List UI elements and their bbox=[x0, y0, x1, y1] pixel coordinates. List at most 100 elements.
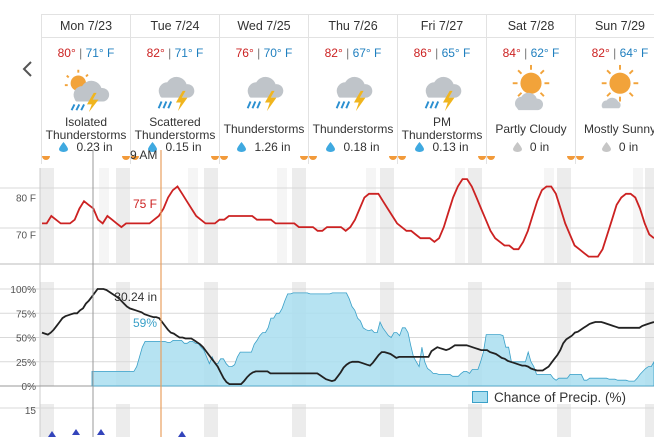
day-column[interactable]: Fri 7/27 86° | 65° F PM Thunderstorms 0.1… bbox=[397, 14, 486, 164]
precip-amount-value: 1.26 in bbox=[254, 140, 291, 154]
high-temp: 82° bbox=[146, 46, 165, 60]
condition-text: Partly Cloudy bbox=[487, 116, 575, 142]
condition-text: Thunderstorms bbox=[220, 116, 308, 142]
night-band-temp bbox=[292, 168, 306, 263]
night-band-temp bbox=[645, 168, 654, 263]
night-band-wind bbox=[116, 404, 130, 437]
sunrise-icon bbox=[211, 156, 219, 160]
precip-amount: 0 in bbox=[487, 140, 575, 154]
night-band-precip bbox=[557, 282, 571, 386]
night-band-precip bbox=[40, 282, 54, 386]
previous-days-button[interactable] bbox=[14, 56, 42, 82]
sunset-icon bbox=[131, 156, 139, 160]
sunset-icon bbox=[42, 156, 50, 160]
high-low-temps: 82° | 64° F bbox=[591, 46, 649, 60]
precip-amount-value: 0 in bbox=[529, 140, 550, 154]
high-low-temps: 86° | 65° F bbox=[413, 46, 471, 60]
low-temp: 67° F bbox=[352, 46, 382, 60]
night-band-temp bbox=[557, 168, 571, 263]
precip-y-tick: 0% bbox=[22, 382, 37, 393]
condition-text: PM Thunderstorms bbox=[398, 116, 486, 142]
precip-chart bbox=[41, 288, 654, 437]
night-band-wind bbox=[380, 404, 394, 437]
high-low-temps: 80° | 71° F bbox=[57, 46, 115, 60]
precip-legend-label: Chance of Precip. (%) bbox=[494, 390, 627, 405]
sunrise-icon bbox=[478, 156, 486, 160]
sunset-icon bbox=[576, 156, 584, 160]
sunset-icon bbox=[220, 156, 228, 160]
afternoon-band bbox=[99, 168, 109, 263]
condition-text: Scattered Thunderstorms bbox=[131, 116, 219, 142]
low-temp: 71° F bbox=[174, 46, 204, 60]
night-band-wind bbox=[557, 404, 571, 437]
day-column[interactable]: Thu 7/26 82° | 67° F Thunderstorms 0.18 … bbox=[308, 14, 397, 164]
day-name: Sun 7/29 bbox=[576, 14, 654, 38]
partly-cloudy-thunderstorm-icon bbox=[64, 69, 110, 113]
precip-legend[interactable]: Chance of Precip. (%) bbox=[472, 390, 626, 405]
temp-y-tick: 80 F bbox=[16, 194, 36, 205]
temperature-line bbox=[42, 178, 654, 258]
sunrise-icon bbox=[567, 156, 575, 160]
sunrise-icon bbox=[122, 156, 130, 160]
night-band-wind bbox=[40, 404, 54, 437]
night-band-precip bbox=[380, 282, 394, 386]
night-band-temp bbox=[116, 168, 130, 263]
low-temp: 65° F bbox=[441, 46, 471, 60]
temperature-chart bbox=[42, 178, 654, 258]
condition-line-1: Scattered bbox=[149, 115, 201, 129]
precip-amount-value: 0.13 in bbox=[432, 140, 469, 154]
low-temp: 64° F bbox=[619, 46, 649, 60]
day-name: Fri 7/27 bbox=[398, 14, 486, 38]
high-low-temps: 76° | 70° F bbox=[235, 46, 293, 60]
temp-y-tick: 70 F bbox=[16, 230, 36, 241]
condition-line-1: Partly Cloudy bbox=[495, 121, 567, 136]
day-column[interactable]: Sun 7/29 82° | 64° F Mostly Sunny 0 in bbox=[575, 14, 654, 164]
thunderstorm-icon bbox=[246, 76, 284, 112]
low-temp: 70° F bbox=[263, 46, 293, 60]
day-column[interactable]: Sat 7/28 84° | 62° F Partly Cloudy 0 in bbox=[486, 14, 575, 164]
precip-y-tick: 25% bbox=[16, 358, 36, 369]
high-temp: 82° bbox=[591, 46, 610, 60]
afternoon-band bbox=[633, 168, 643, 263]
raindrop-icon bbox=[415, 142, 425, 152]
day-name: Thu 7/26 bbox=[309, 14, 397, 38]
condition-line-1: Thunderstorms bbox=[312, 121, 394, 136]
condition-text: Mostly Sunny bbox=[576, 116, 654, 142]
condition-line-1: PM bbox=[432, 115, 451, 129]
condition-text: Isolated Thunderstorms bbox=[42, 116, 130, 142]
day-column[interactable]: Mon 7/23 80° | 71° F Isolated Thunderstor… bbox=[41, 14, 130, 164]
wind-y-tick: 15 bbox=[25, 406, 37, 417]
wind-marker bbox=[72, 429, 80, 435]
afternoon-band bbox=[366, 168, 376, 263]
partly-cloudy-icon bbox=[512, 64, 550, 111]
precip-amount-value: 0.23 in bbox=[76, 140, 113, 154]
night-band-temp bbox=[40, 168, 54, 263]
chevron-left-icon bbox=[22, 61, 32, 77]
sunset-icon bbox=[309, 156, 317, 160]
precip-amount: 1.26 in bbox=[220, 140, 308, 154]
wind-marker bbox=[97, 429, 105, 435]
precip-amount-value: 0.18 in bbox=[343, 140, 380, 154]
temp-cursor-label: 75 F bbox=[133, 197, 157, 211]
night-band-wind bbox=[468, 404, 482, 437]
day-column[interactable]: Tue 7/24 82° | 71° F Scattered Thundersto… bbox=[130, 14, 219, 164]
high-temp: 86° bbox=[413, 46, 432, 60]
condition-line-2: Thunderstorms bbox=[45, 128, 127, 142]
wind-marker bbox=[178, 431, 186, 437]
day-name: Tue 7/24 bbox=[131, 14, 219, 38]
night-band-precip bbox=[204, 282, 218, 386]
precip-legend-swatch bbox=[472, 391, 488, 403]
high-temp: 82° bbox=[324, 46, 343, 60]
night-band-precip bbox=[468, 282, 482, 386]
high-low-temps: 82° | 67° F bbox=[324, 46, 382, 60]
raindrop-icon bbox=[237, 142, 247, 152]
mostly-sunny-icon bbox=[601, 64, 639, 109]
precip-cursor-label: 59% bbox=[133, 316, 157, 330]
high-low-temps: 84° | 62° F bbox=[502, 46, 560, 60]
precip-area bbox=[91, 292, 654, 387]
sunrise-icon bbox=[300, 156, 308, 160]
precip-amount: 0.18 in bbox=[309, 140, 397, 154]
day-column[interactable]: Wed 7/25 76° | 70° F Thunderstorms 1.26 … bbox=[219, 14, 308, 164]
raindrop-icon bbox=[601, 142, 611, 152]
condition-line-2: Thunderstorms bbox=[134, 128, 216, 142]
